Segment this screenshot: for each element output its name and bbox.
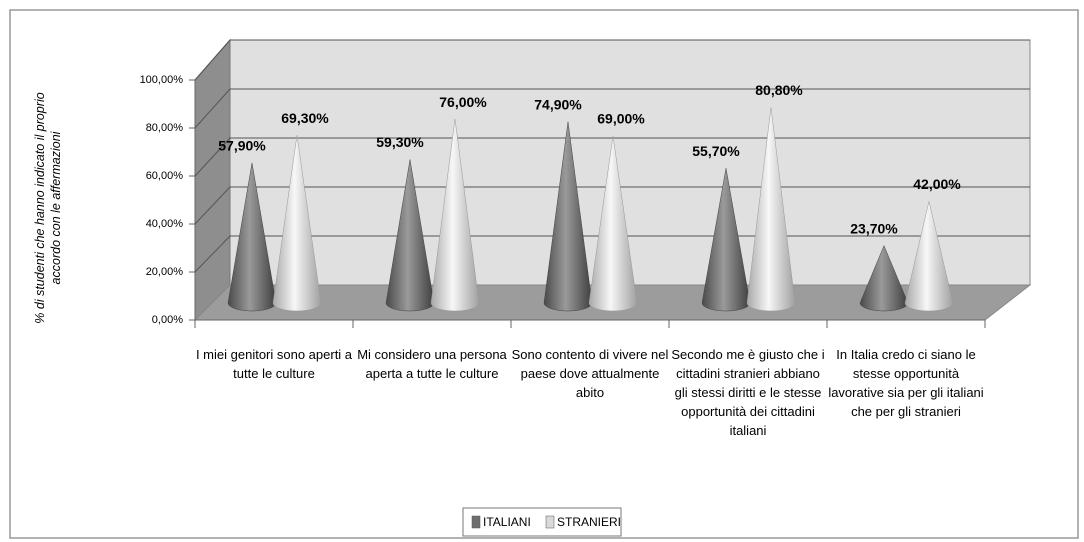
y-tick-label: 80,00% [146, 122, 184, 134]
y-tick-label: 100,00% [140, 74, 184, 86]
cone [746, 107, 796, 312]
data-label: 69,00% [597, 111, 645, 127]
side-wall [194, 38, 231, 322]
x-tick-label: Mi considero una persona aperta a tutte … [357, 347, 507, 381]
data-label: 57,90% [218, 138, 266, 154]
data-label: 80,80% [755, 82, 803, 98]
y-tick-label: 40,00% [146, 218, 184, 230]
x-tick-label: I miei genitori sono aperti a tutte le c… [195, 347, 353, 381]
data-label: 76,00% [439, 94, 487, 110]
x-tick-label: In Italia credo ci siano le stesse oppor… [828, 347, 984, 419]
grid-line [194, 88, 1030, 129]
y-tick-label: 20,00% [146, 266, 184, 278]
legend-swatch [545, 515, 555, 529]
legend-swatch [471, 515, 481, 529]
cone [430, 119, 480, 312]
x-tick-label: Sono contento di vivere nel paese dove a… [511, 347, 669, 400]
y-tick-label: 60,00% [146, 170, 184, 182]
x-tick-label: Secondo me è giusto che i cittadini stra… [671, 347, 825, 438]
legend-label: STRANIERI [557, 515, 621, 529]
y-axis-label: % di studenti che hanno indicato il prop… [33, 92, 63, 324]
grid-line [194, 39, 1030, 81]
data-label: 69,30% [281, 110, 329, 126]
cone [904, 201, 954, 312]
data-label: 59,30% [376, 134, 424, 150]
cone [588, 135, 638, 312]
cone [272, 135, 322, 312]
data-label: 74,90% [534, 96, 582, 112]
data-label: 23,70% [850, 220, 898, 236]
data-label: 42,00% [913, 176, 961, 192]
legend-box [462, 507, 622, 537]
legend-label: ITALIANI [483, 515, 531, 529]
back-wall [229, 39, 1031, 286]
data-label: 55,70% [692, 143, 740, 159]
grid-line [194, 137, 1030, 177]
y-tick-label: 0,00% [152, 314, 183, 326]
